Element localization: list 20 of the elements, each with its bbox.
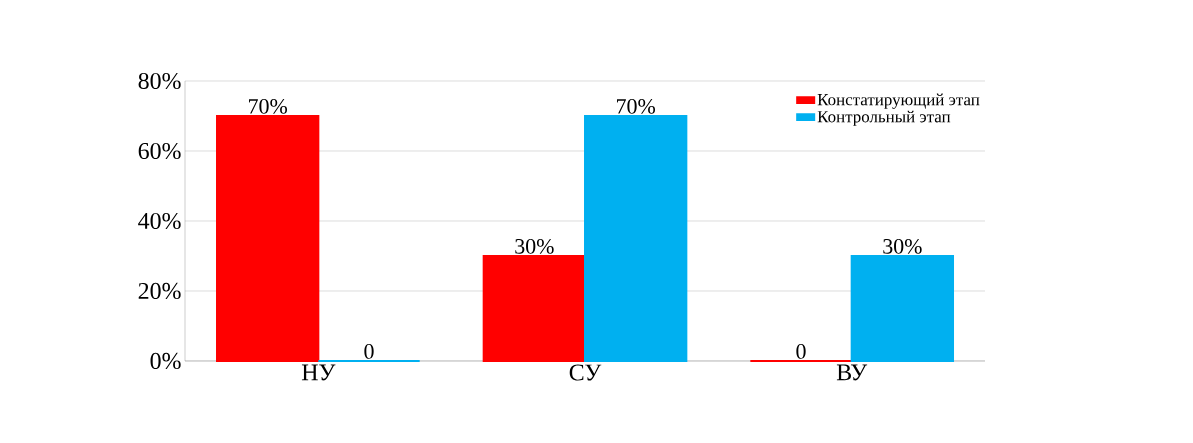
- legend-label: Констатирующий этап: [817, 93, 980, 109]
- bar: [216, 114, 320, 362]
- y-tick-label: 0%: [150, 352, 181, 370]
- data-label: 70%: [249, 98, 288, 114]
- data-label: 0: [364, 344, 374, 359]
- bar: [584, 114, 688, 362]
- x-tick-label: ВУ: [836, 364, 868, 381]
- data-label: 0: [796, 344, 806, 359]
- y-tick-label: 40%: [138, 212, 181, 230]
- data-label: 30%: [883, 238, 922, 254]
- x-tick-label: СУ: [569, 364, 602, 381]
- data-label: 70%: [617, 98, 656, 114]
- y-tick-label: 20%: [138, 282, 181, 300]
- data-label: 30%: [515, 238, 554, 254]
- y-tick-label: 60%: [138, 142, 181, 160]
- bar: [482, 254, 587, 362]
- legend-label: Контрольный этап: [817, 110, 951, 126]
- y-tick-label: 80%: [138, 72, 181, 90]
- x-tick-label: НУ: [301, 364, 336, 381]
- bar: [850, 254, 955, 362]
